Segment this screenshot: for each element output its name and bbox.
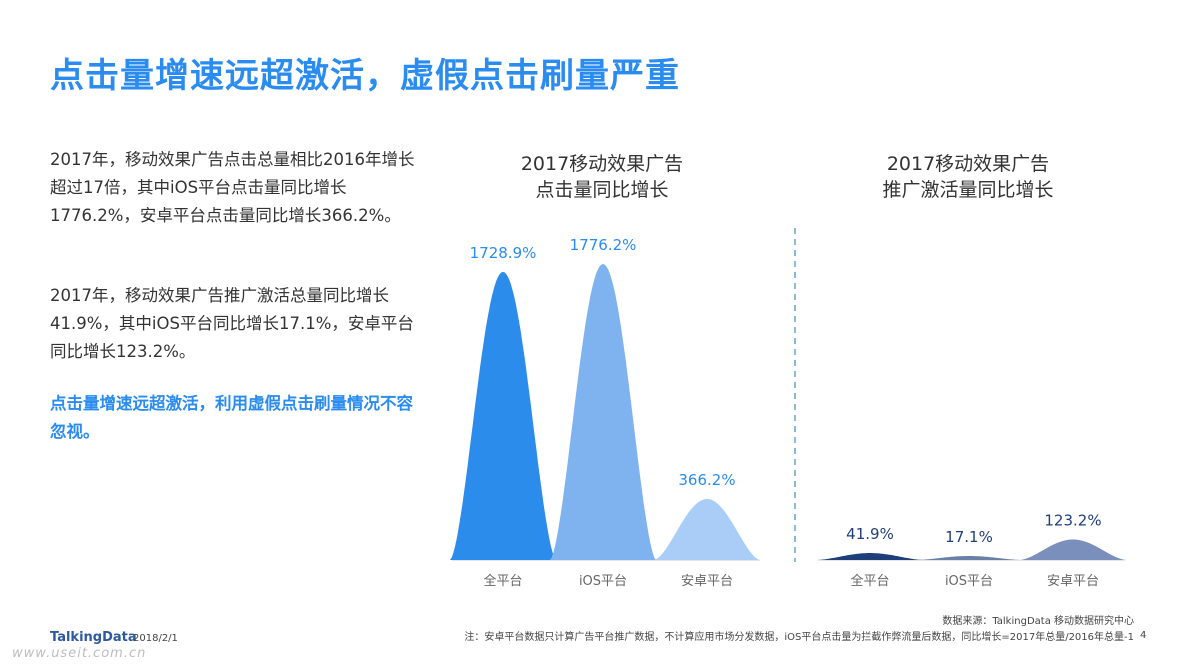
chart-1-area-1 xyxy=(916,556,1022,560)
paragraph-conclusion: 点击量增速远超激活，利用虚假点击刷量情况不容忽视。 xyxy=(50,394,413,441)
chart-title-clicks: 2017移动效果广告 点击量同比增长 xyxy=(452,151,752,203)
chart-title-activations: 2017移动效果广告 推广激活量同比增长 xyxy=(818,151,1118,203)
footnote: 注：安卓平台数据只计算广告平台推广数据，不计算应用市场分发数据，iOS平台点击量… xyxy=(464,632,1134,643)
talkingdata-logo: TalkingData xyxy=(50,630,137,645)
watermark: www.useit.com.cn xyxy=(12,646,147,661)
chart-title-clicks-line2: 点击量同比增长 xyxy=(535,179,669,201)
chart-1-area-0 xyxy=(817,553,923,560)
chart-1-data-label-1: 17.1% xyxy=(945,528,993,546)
chart-title-activations-line2: 推广激活量同比增长 xyxy=(882,179,1054,201)
chart-0-category-label-0: 全平台 xyxy=(483,573,522,589)
page-number: 4 xyxy=(1140,630,1147,641)
chart-1-category-label-2: 安卓平台 xyxy=(1047,574,1099,589)
chart-1-data-label-2: 123.2% xyxy=(1044,511,1101,529)
chart-1-data-label-0: 41.9% xyxy=(846,525,894,543)
paragraph-clicks: 2017年，移动效果广告点击总量相比2016年增长超过17倍，其中iOS平台点击… xyxy=(50,150,415,225)
chart-0-category-label-1: iOS平台 xyxy=(579,574,627,589)
chart-0-area-0 xyxy=(450,271,556,560)
report-date: 2018/2/1 xyxy=(133,633,178,644)
chart-0-data-label-0: 1728.9% xyxy=(470,244,537,262)
data-source: 数据来源：TalkingData 移动数据研究中心 xyxy=(942,616,1134,627)
chart-0-data-label-2: 366.2% xyxy=(678,471,735,489)
paragraph-activations: 2017年，移动效果广告推广激活总量同比增长41.9%，其中iOS平台同比增长1… xyxy=(50,286,414,361)
chart-1-area-2 xyxy=(1020,539,1126,560)
chart-0-data-label-1: 1776.2% xyxy=(570,236,637,254)
chart-0-area-1 xyxy=(550,264,656,560)
chart-title-activations-line1: 2017移动效果广告 xyxy=(886,153,1050,175)
chart-0-category-label-2: 安卓平台 xyxy=(681,574,733,589)
chart-0-area-2 xyxy=(654,499,760,560)
chart-1-category-label-1: iOS平台 xyxy=(945,574,993,589)
chart-title-clicks-line1: 2017移动效果广告 xyxy=(520,153,684,175)
chart-1-category-label-0: 全平台 xyxy=(850,573,889,589)
page-title: 点击量增速远超激活，虚假点击刷量严重 xyxy=(50,56,680,96)
